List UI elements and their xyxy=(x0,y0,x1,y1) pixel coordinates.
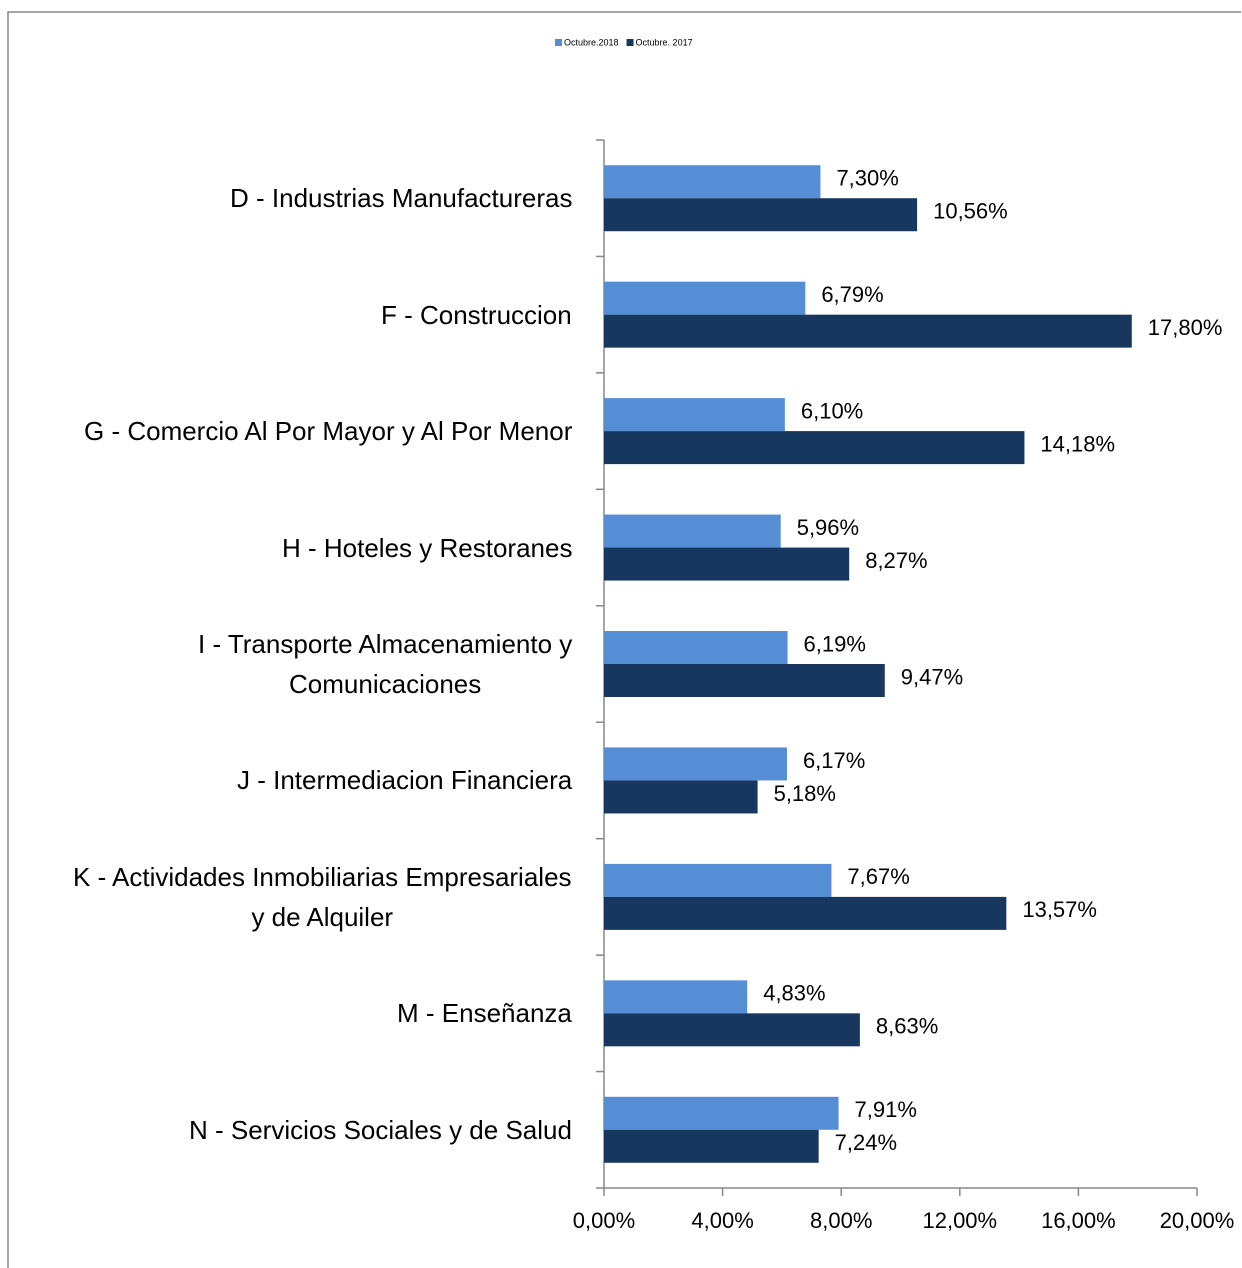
value-label: 13,57% xyxy=(1022,897,1097,922)
bar xyxy=(604,281,806,315)
bar xyxy=(604,547,850,581)
category-label: F - Construccion xyxy=(381,299,572,330)
bar xyxy=(604,514,781,548)
legend-swatch xyxy=(626,39,634,46)
bar xyxy=(604,631,788,664)
category-label: M - Enseñanza xyxy=(397,998,572,1029)
bar xyxy=(604,780,758,814)
category-label: D - Industrias Manufactureras xyxy=(230,183,573,214)
legend-label: Octubre. 2017 xyxy=(636,37,693,47)
x-tick-label: 4,00% xyxy=(691,1208,753,1233)
bar xyxy=(604,1129,819,1163)
value-label: 8,63% xyxy=(876,1014,938,1039)
chart-border xyxy=(7,11,1241,1268)
value-label: 6,10% xyxy=(801,398,863,423)
value-label: 6,17% xyxy=(803,748,865,773)
value-label: 5,18% xyxy=(774,781,836,806)
bar xyxy=(604,1096,839,1130)
bar xyxy=(604,896,1007,930)
category-label: H - Hoteles y Restoranes xyxy=(282,532,573,563)
value-label: 5,96% xyxy=(797,515,859,540)
x-tick-label: 8,00% xyxy=(810,1208,872,1233)
x-tick-label: 12,00% xyxy=(922,1208,997,1233)
value-label: 7,24% xyxy=(835,1130,897,1155)
category-label: N - Servicios Sociales y de Salud xyxy=(189,1114,572,1145)
bar xyxy=(604,664,885,697)
value-label: 4,83% xyxy=(763,981,825,1006)
legend-label: Octubre.2018 xyxy=(564,37,619,47)
bar xyxy=(604,165,821,199)
value-label: 17,80% xyxy=(1148,315,1223,340)
x-tick-label: 0,00% xyxy=(573,1208,635,1233)
x-tick-label: 16,00% xyxy=(1041,1208,1116,1233)
value-label: 10,56% xyxy=(933,199,1008,224)
value-label: 7,30% xyxy=(836,166,898,191)
legend-swatch xyxy=(555,39,562,46)
value-label: 7,67% xyxy=(847,864,909,889)
bar xyxy=(604,398,785,432)
category-label: J - Intermediacion Financiera xyxy=(237,765,573,796)
bar xyxy=(604,747,787,781)
value-label: 6,19% xyxy=(804,631,866,656)
category-label: I - Transporte Almacenamiento y Comunica… xyxy=(198,629,573,699)
bar xyxy=(604,980,748,1014)
value-label: 14,18% xyxy=(1040,431,1115,456)
bar xyxy=(604,1013,860,1047)
value-label: 7,91% xyxy=(855,1097,917,1122)
value-label: 6,79% xyxy=(821,282,883,307)
bar xyxy=(604,431,1025,465)
category-label: G - Comercio Al Por Mayor y Al Por Menor xyxy=(84,416,573,447)
bar xyxy=(604,198,918,232)
bar xyxy=(604,314,1132,348)
x-tick-label: 20,00% xyxy=(1160,1208,1235,1233)
value-label: 8,27% xyxy=(865,548,927,573)
category-label: K - Actividades Inmobiliarias Empresaria… xyxy=(73,861,572,932)
value-label: 9,47% xyxy=(901,664,963,689)
bar xyxy=(604,863,832,897)
